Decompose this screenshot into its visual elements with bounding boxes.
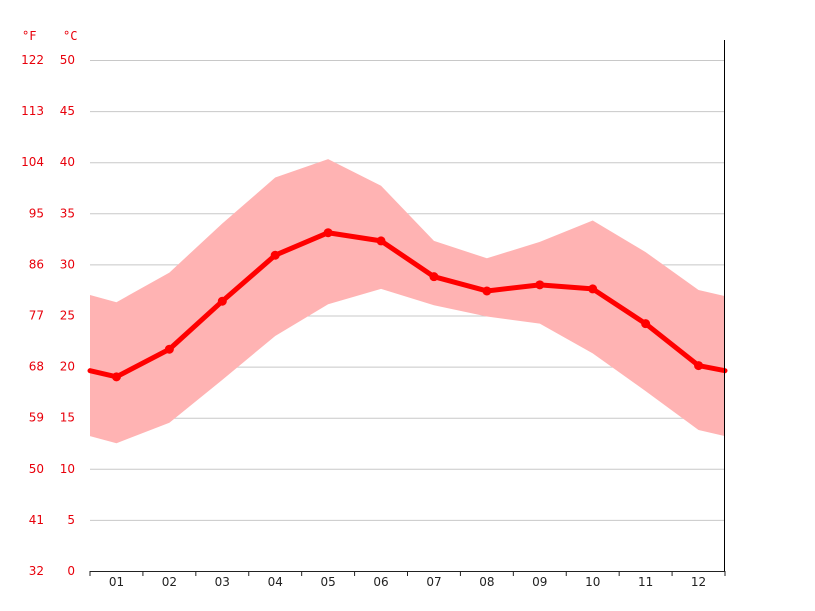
celsius-tick-label: 20: [60, 360, 75, 374]
mean-temperature-line: [87, 230, 728, 380]
fahrenheit-tick-label: 41: [29, 513, 44, 527]
month-tick-labels: 01 02 03 04 05 06 07 08 09 10 11 12: [109, 575, 706, 589]
fahrenheit-tick-label: 104: [21, 155, 44, 169]
mean-point: [482, 286, 492, 296]
fahrenheit-tick-label: 68: [29, 360, 44, 374]
fahrenheit-tick-label: 77: [29, 309, 44, 323]
x-tick-marks: [89, 571, 726, 576]
mean-point: [429, 272, 439, 282]
celsius-tick-label: 50: [60, 53, 75, 67]
celsius-unit-label: °C: [63, 29, 77, 43]
month-tick-label: 12: [691, 575, 706, 589]
fahrenheit-tick-labels: 122 113 104 95 86 77 68 59 50 41 32: [21, 53, 44, 578]
mean-point: [535, 280, 545, 290]
celsius-tick-label: 35: [60, 206, 75, 220]
mean-point: [588, 284, 598, 294]
mean-point: [111, 372, 121, 382]
month-tick-label: 09: [532, 575, 547, 589]
month-tick-label: 03: [215, 575, 230, 589]
celsius-tick-label: 40: [60, 155, 75, 169]
mean-point: [323, 228, 333, 238]
fahrenheit-tick-label: 122: [21, 53, 44, 67]
fahrenheit-tick-label: 113: [21, 104, 44, 118]
temperature-range-band: [90, 159, 725, 444]
mean-point: [217, 296, 227, 306]
fahrenheit-tick-label: 59: [29, 411, 44, 425]
mean-point: [694, 361, 704, 371]
fahrenheit-tick-label: 86: [29, 257, 44, 271]
celsius-tick-label: 0: [67, 564, 75, 578]
fahrenheit-tick-label: 95: [29, 206, 44, 220]
month-tick-label: 04: [268, 575, 283, 589]
mean-temperature-points: [111, 228, 704, 382]
celsius-tick-label: 45: [60, 104, 75, 118]
mean-point: [164, 344, 174, 354]
month-tick-label: 02: [162, 575, 177, 589]
fahrenheit-tick-label: 32: [29, 564, 44, 578]
mean-point: [641, 319, 651, 329]
month-tick-label: 10: [585, 575, 600, 589]
month-tick-label: 06: [373, 575, 388, 589]
celsius-tick-label: 25: [60, 309, 75, 323]
celsius-tick-label: 30: [60, 257, 75, 271]
fahrenheit-tick-label: 50: [29, 462, 44, 476]
month-tick-label: 05: [320, 575, 335, 589]
month-tick-label: 01: [109, 575, 124, 589]
celsius-tick-label: 10: [60, 462, 75, 476]
celsius-tick-label: 15: [60, 411, 75, 425]
fahrenheit-unit-label: °F: [22, 29, 36, 43]
mean-point: [270, 250, 280, 260]
mean-point: [376, 236, 386, 246]
month-tick-label: 08: [479, 575, 494, 589]
month-tick-label: 07: [426, 575, 441, 589]
celsius-tick-label: 5: [67, 513, 75, 527]
month-tick-label: 11: [638, 575, 653, 589]
